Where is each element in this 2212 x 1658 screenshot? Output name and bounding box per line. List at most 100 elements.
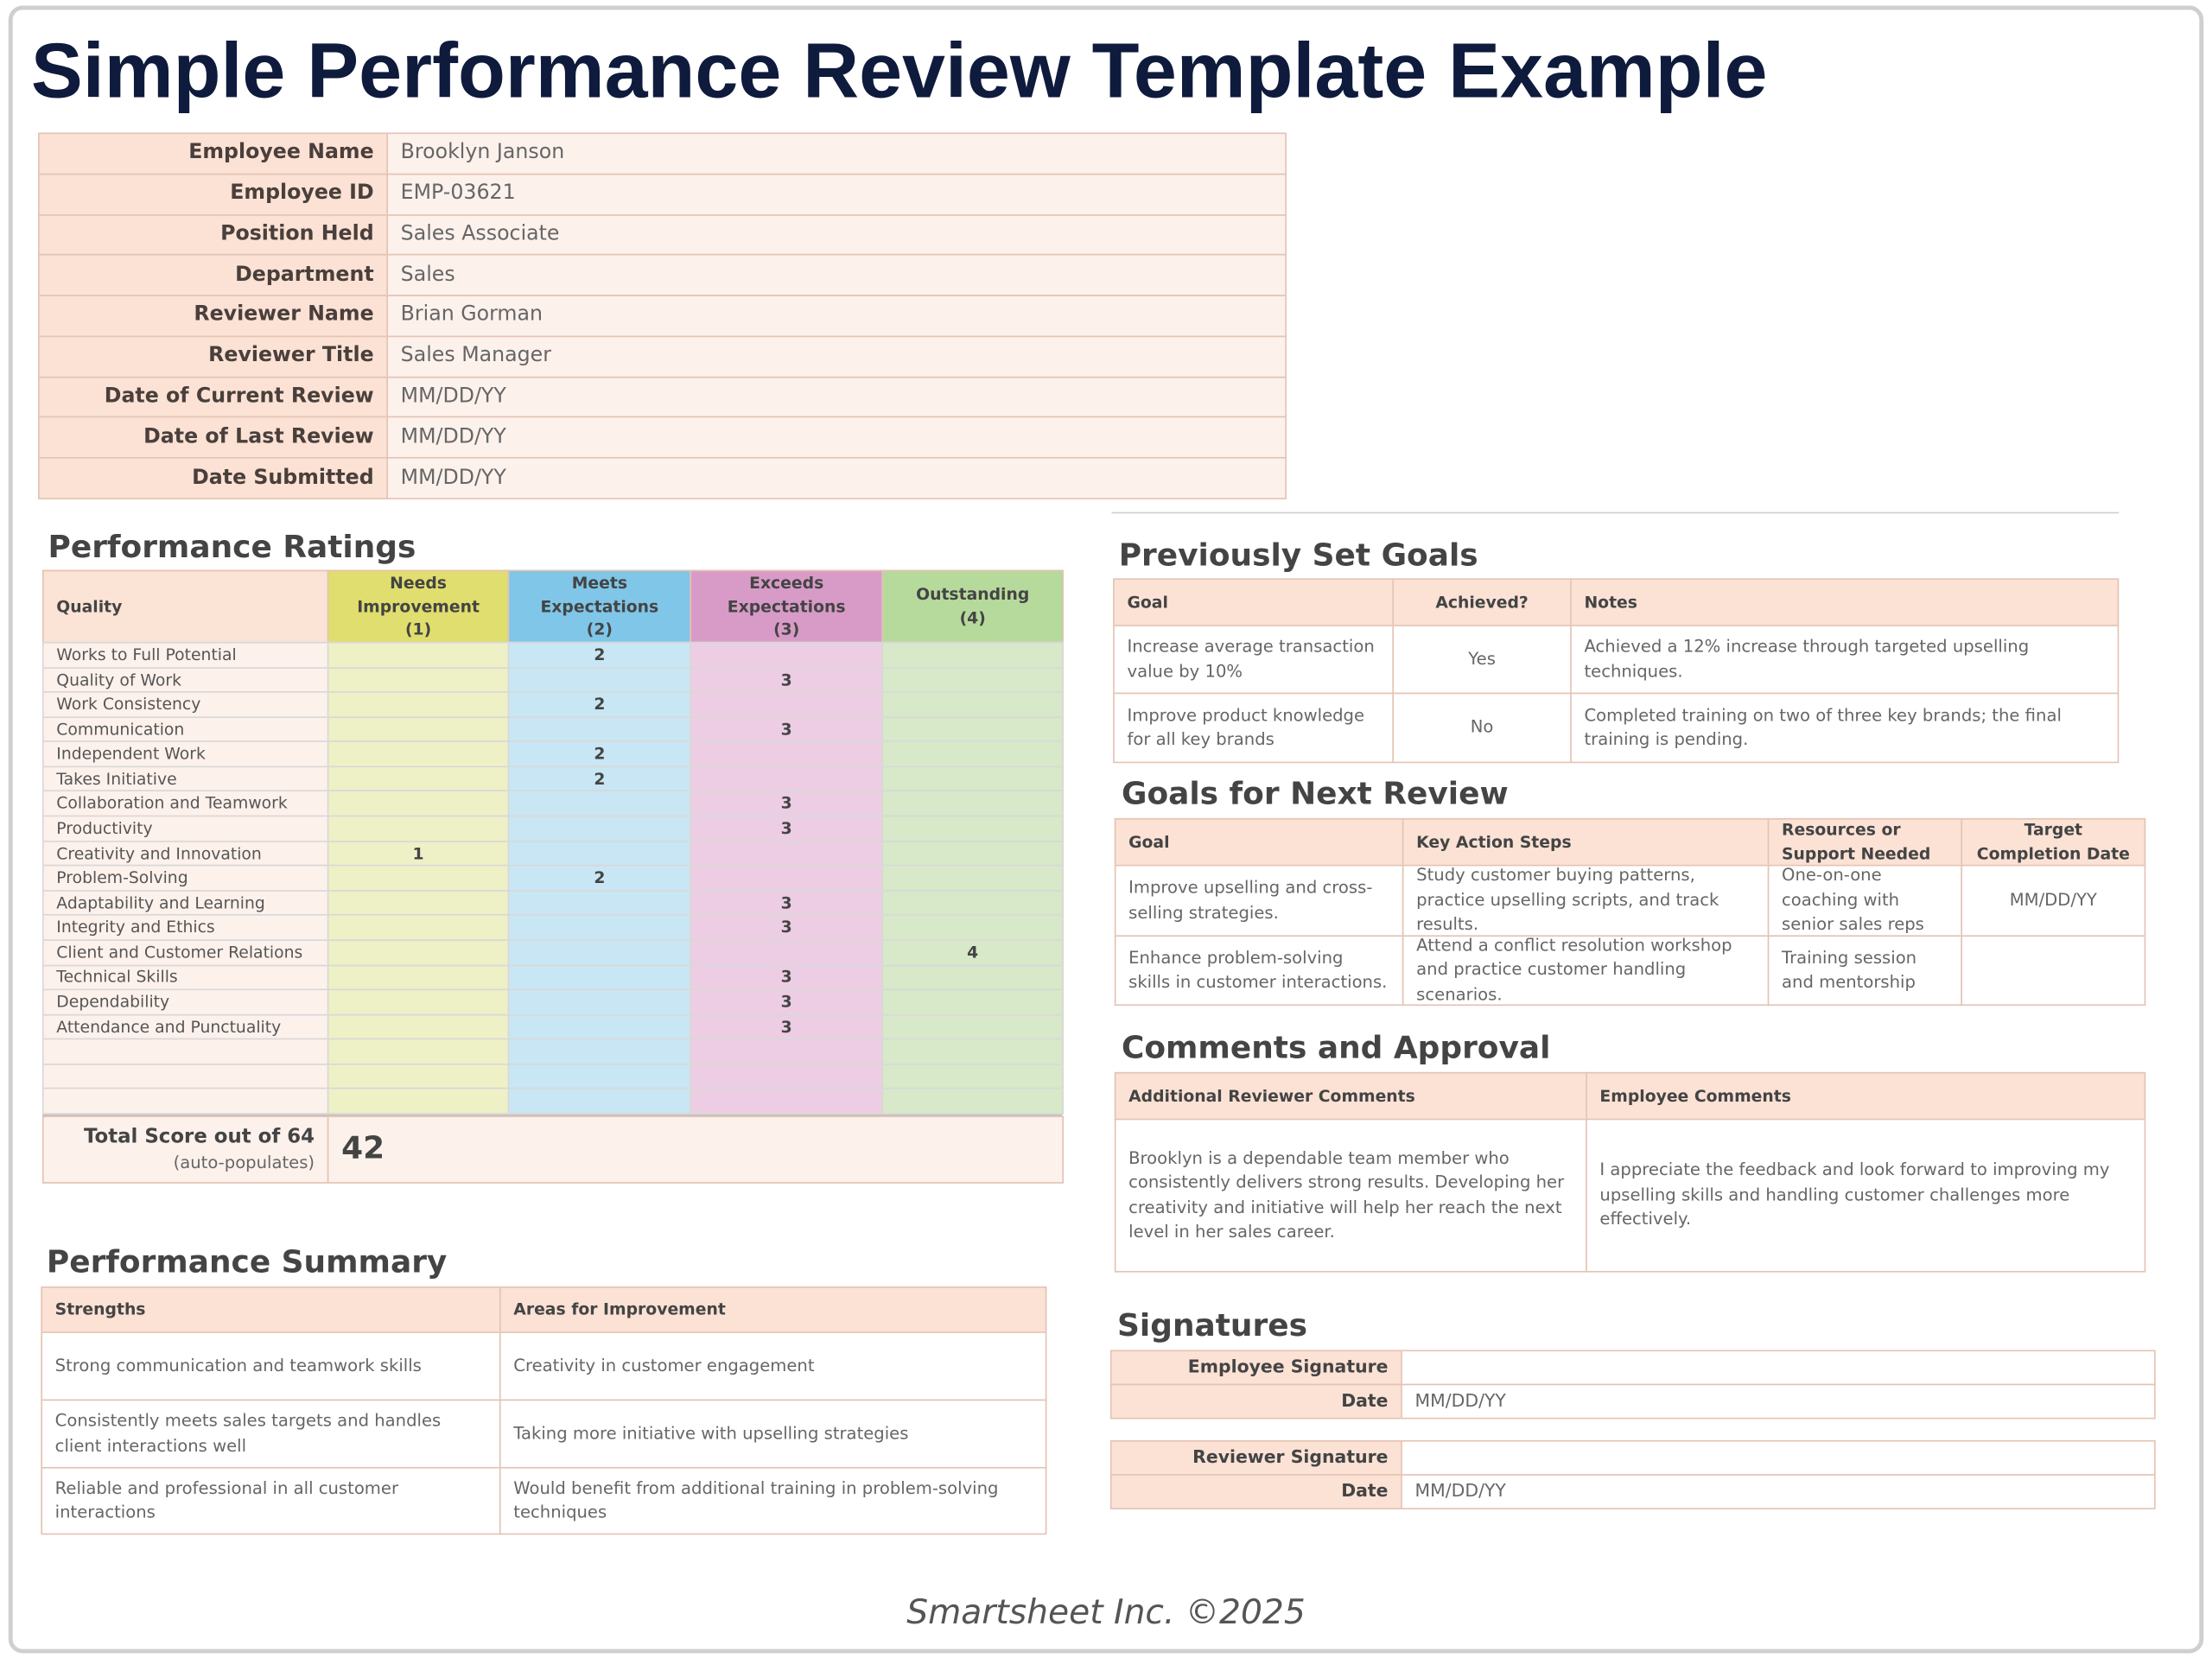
cell-text: Strong communication and teamwork skills [54,1355,422,1375]
rating-cell [507,666,691,693]
cell-text: 42 [341,1131,385,1167]
rating-cell [881,1088,1065,1115]
section-heading: Performance Ratings [48,530,416,566]
rating-cell [690,840,884,867]
rating-cell [881,1063,1065,1090]
quality-cell: Independent Work [41,740,329,767]
cell-text: Dependability [56,991,170,1012]
rating-cell [881,715,1065,743]
quality-cell: Creativity and Innovation [41,840,329,867]
cell-text: Taking more initiative with upselling st… [513,1423,909,1443]
rating-cell [327,963,510,991]
cell-text: 2 [594,694,606,715]
cell-text: Improve upselling and cross-selling stra… [1128,877,1373,922]
cell-text: Employee Name [188,141,374,164]
cell-text: Brooklyn Janson [400,141,565,164]
rating-cell: 3 [690,988,884,1015]
quality-cell: Client and Customer Relations [41,939,329,966]
cell-text: Meets Expectations [540,572,659,616]
rating-cell [327,815,510,842]
cell-text: MM/DD/YY [400,466,506,489]
cell-text: Date [1341,1389,1389,1412]
rating-cell: 2 [507,641,691,669]
divider [1111,511,2120,514]
cell-text: Sales [400,263,455,286]
rating-cell [507,988,691,1015]
table-cell: Yes [1392,625,1572,695]
field-value: Sales Manager [386,335,1287,378]
table-cell: Study customer buying patterns, practice… [1402,864,1770,937]
column-header: Resources or Support Needed [1767,817,1963,867]
rating-cell [327,740,510,767]
table-cell: Improve product knowledge for all key br… [1113,692,1395,764]
rating-cell [881,963,1065,991]
rating-cell: 2 [507,765,691,792]
cell-text: 1 [412,842,424,863]
rating-cell [327,765,510,792]
table-cell: Improve upselling and cross-selling stra… [1114,864,1404,937]
cell-text: 3 [780,719,792,739]
cell-text: Date of Current Review [104,384,374,408]
rating-cell [881,914,1065,941]
quality-cell [41,1039,329,1065]
field-label: Date of Last Review [38,416,388,459]
rating-cell [507,791,691,817]
signature-value [1401,1439,2156,1476]
cell-text: 3 [780,1016,792,1037]
cell-text: MM/DD/YY [2009,889,2097,910]
rating-cell [507,1013,691,1040]
column-header: Employee Comments [1586,1071,2146,1121]
quality-cell [41,1088,329,1115]
rating-cell [881,666,1065,693]
cell-text: Completed training on two of three key b… [1584,704,2062,749]
cell-text: Reviewer Name [194,303,374,327]
cell-text: 3 [780,817,792,838]
cell-text: 4 [967,942,979,962]
table-cell: Enhance problem-solving skills in custom… [1114,935,1404,1007]
signature-label: Date [1109,1474,1402,1509]
table-cell: No [1392,692,1572,764]
cell-text: 3 [780,991,792,1012]
cell-text: Attendance and Punctuality [56,1016,282,1037]
field-value: Brian Gorman [386,295,1287,337]
frame [8,5,2204,1654]
rating-cell [327,666,510,693]
rating-cell: 3 [690,815,884,842]
rating-cell [881,840,1065,867]
rating-cell [690,641,884,669]
cell-text: Employee ID [230,181,374,205]
field-label: Department [38,254,388,297]
rating-cell [881,988,1065,1015]
rating-cell: 3 [690,963,884,991]
cell-text: Independent Work [56,743,206,764]
cell-text: 2 [594,768,606,789]
cell-text: 3 [780,793,792,814]
table-cell: Reliable and professional in all custome… [41,1466,501,1535]
cell-text: Consistently meets sales targets and han… [54,1410,442,1456]
rating-cell: 3 [690,1013,884,1040]
cell-text: (2) [586,619,613,640]
quality-cell [41,1063,329,1090]
cell-text: Works to Full Potential [56,645,237,664]
cell-text: Creativity and Innovation [56,842,262,863]
cell-text: Quality of Work [56,669,181,689]
rating-cell [327,988,510,1015]
rating-cell [507,1039,691,1065]
rating-cell [327,889,510,917]
signature-label: Date [1109,1383,1402,1420]
cell-text: Target Completion Date [1976,820,2130,864]
rating-cell [690,1088,884,1115]
section-heading: Goals for Next Review [1121,777,1509,813]
rating-cell [881,865,1065,892]
column-header: Outstanding (4) [881,569,1065,644]
table-cell: Completed training on two of three key b… [1570,692,2120,764]
rating-cell [881,740,1065,767]
cell-text: Problem-Solving [56,867,188,888]
cell-text: Key Action Steps [1416,831,1572,852]
cell-text: MM/DD/YY [1414,1480,1506,1502]
column-header: Additional Reviewer Comments [1114,1071,1587,1121]
cell-text: (auto-populates) [173,1153,315,1173]
rating-cell [881,765,1065,792]
quality-cell: Collaboration and Teamwork [41,791,329,817]
rating-cell: 3 [690,914,884,941]
